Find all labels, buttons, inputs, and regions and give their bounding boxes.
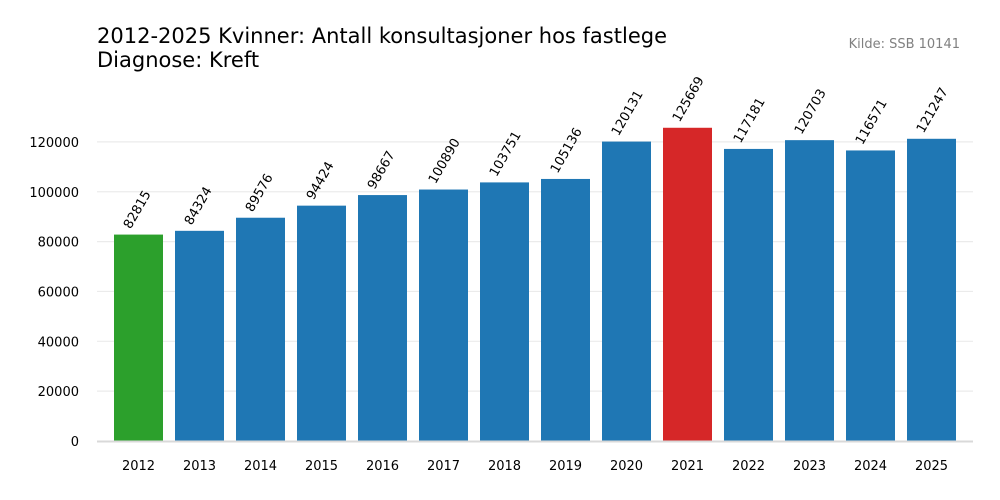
- grid-lines: [97, 141, 973, 392]
- data-label: 125669: [670, 74, 708, 124]
- x-tick-label: 2012: [122, 459, 155, 474]
- x-tick-label: 2024: [854, 459, 887, 474]
- x-tick-label: 2013: [183, 459, 216, 474]
- bar: [724, 148, 773, 441]
- x-tick-label: 2017: [427, 459, 460, 474]
- y-tick-label: 120000: [29, 136, 79, 151]
- bar: [541, 178, 590, 441]
- x-tick-label: 2025: [915, 459, 948, 474]
- x-tick-label: 2022: [732, 459, 765, 474]
- data-label: 89576: [243, 171, 277, 214]
- data-label: 98667: [365, 149, 399, 192]
- x-tick-label: 2018: [488, 459, 521, 474]
- bar: [114, 234, 163, 441]
- bar: [419, 189, 468, 441]
- x-tick-label: 2019: [549, 459, 582, 474]
- data-label: 103751: [487, 129, 525, 179]
- y-tick-label: 40000: [38, 335, 79, 350]
- data-label: 116571: [853, 97, 891, 147]
- bar: [602, 141, 651, 441]
- bar: [480, 182, 529, 441]
- data-label: 121247: [914, 85, 952, 135]
- data-label: 120131: [609, 88, 647, 138]
- x-axis-ticks: 2012 2013 2014 2015 2016 2017 2018 2019 2020 2021…: [122, 459, 948, 474]
- data-label: 120703: [792, 87, 830, 137]
- chart-title-line2: Diagnose: Kreft: [97, 48, 260, 72]
- data-label: 84324: [182, 185, 216, 228]
- x-tick-label: 2023: [793, 459, 826, 474]
- chart-title-line1: 2012-2025 Kvinner: Antall konsultasjoner…: [97, 24, 667, 48]
- bar: [236, 217, 285, 441]
- y-tick-label: 0: [71, 435, 79, 450]
- y-tick-label: 60000: [38, 285, 79, 300]
- data-label: 100890: [426, 136, 464, 186]
- bars: [114, 127, 956, 441]
- x-tick-label: 2014: [244, 459, 277, 474]
- y-axis-ticks: 0 20000 40000 60000 80000 100000 120000: [29, 136, 79, 450]
- x-tick-label: 2020: [610, 459, 643, 474]
- bar: [846, 150, 895, 441]
- x-tick-label: 2021: [671, 459, 704, 474]
- y-tick-label: 20000: [38, 385, 79, 400]
- y-tick-label: 80000: [38, 236, 79, 251]
- bar: [175, 230, 224, 441]
- x-tick-label: 2015: [305, 459, 338, 474]
- y-tick-label: 100000: [29, 186, 79, 201]
- x-tick-label: 2016: [366, 459, 399, 474]
- bar: [663, 127, 712, 441]
- data-label: 94424: [304, 159, 338, 202]
- bar: [358, 195, 407, 441]
- data-label: 82815: [121, 188, 155, 231]
- bar: [907, 138, 956, 441]
- chart-title: 2012-2025 Kvinner: Antall konsultasjoner…: [97, 24, 667, 72]
- bar: [297, 205, 346, 441]
- bar: [785, 140, 834, 441]
- data-label: 117181: [731, 95, 769, 145]
- source-label: Kilde: SSB 10141: [848, 37, 960, 52]
- data-label: 105136: [548, 125, 586, 175]
